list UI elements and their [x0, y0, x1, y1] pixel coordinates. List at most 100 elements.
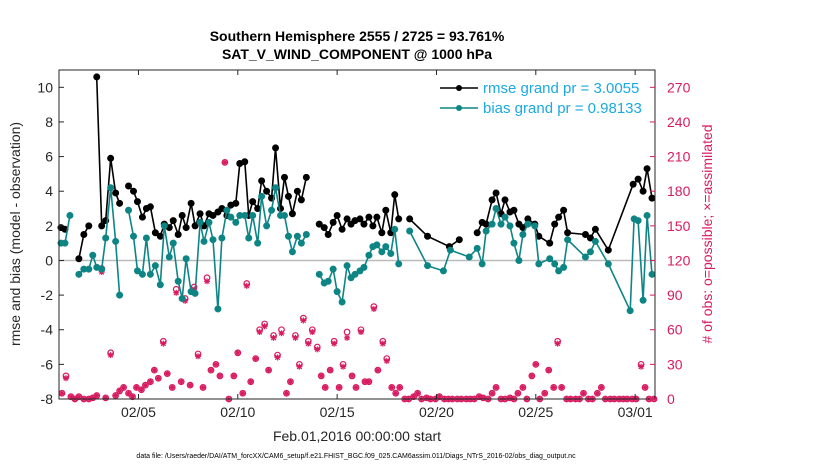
rmse-point [343, 215, 351, 223]
obs-assimilated-marker [309, 329, 316, 336]
rmse-point [382, 206, 390, 214]
y2-tick-label: 240 [667, 114, 691, 130]
data-file-footnote: data file: /Users/raeder/DAI/ATM_forcXX/… [136, 453, 576, 460]
rmse-point [555, 213, 563, 221]
rmse-point [125, 182, 133, 190]
rmse-point [356, 215, 364, 223]
obs-assimilated-marker [102, 394, 109, 401]
obs-assimilated-marker [278, 330, 285, 337]
rmse-point [249, 198, 257, 206]
bias-point [648, 270, 656, 278]
bias-point [138, 270, 146, 278]
bias-point [205, 218, 213, 226]
obs-assimilated-marker [489, 390, 496, 397]
bias-point [406, 227, 414, 235]
rmse-point [492, 189, 500, 197]
rmse-point [258, 177, 266, 185]
obs-assimilated-marker [265, 367, 272, 374]
bias-point [324, 277, 332, 285]
bias-point [245, 234, 253, 242]
y-tick-label: 4 [45, 183, 53, 199]
obs-assimilated-marker [322, 384, 329, 391]
obs-assimilated-marker [142, 382, 149, 389]
bias-point [191, 289, 199, 297]
y2-tick-label: 120 [667, 252, 691, 268]
bias-point [524, 220, 532, 228]
bias-point [365, 251, 373, 259]
obs-assimilated-marker [182, 297, 189, 304]
obs-assimilated-marker [247, 378, 254, 385]
x-tick-label: 03/01 [618, 404, 653, 420]
obs-assimilated-marker [545, 367, 552, 374]
y-tick-label: -8 [41, 391, 54, 407]
obs-assimilated-marker [252, 355, 259, 362]
obs-assimilated-marker [519, 384, 526, 391]
rmse-point [263, 187, 271, 195]
bias-point [66, 211, 74, 219]
obs-assimilated-marker [112, 392, 119, 399]
bias-point [560, 263, 568, 271]
obs-assimilated-marker [493, 384, 500, 391]
bias-point [501, 213, 509, 221]
bias-point [497, 220, 505, 228]
bias-point [551, 260, 559, 268]
obs-assimilated-marker [374, 367, 381, 374]
bias-point [373, 241, 381, 249]
bias-point [75, 270, 83, 278]
bias-point [506, 222, 514, 230]
rmse-point [360, 220, 368, 228]
rmse-point [130, 187, 137, 195]
bias-point [546, 255, 554, 263]
obs-assimilated-marker [598, 384, 605, 391]
obs-assimilated-marker [388, 384, 395, 391]
rmse-point [98, 222, 106, 230]
obs-assimilated-marker [414, 390, 421, 397]
obs-assimilated-marker [480, 394, 487, 401]
obs-assimilated-marker [62, 375, 69, 382]
rmse-point [151, 229, 159, 237]
bias-point [258, 192, 266, 200]
obs-assimilated-marker [178, 378, 185, 385]
bias-point [142, 234, 150, 242]
bias-point [492, 205, 500, 213]
y-tick-label: 0 [45, 252, 53, 268]
rmse-point [116, 199, 124, 207]
bias-point [302, 231, 310, 238]
rmse-point [378, 229, 386, 237]
y2-tick-label: 180 [667, 183, 691, 199]
obs-assimilated-marker [195, 353, 202, 360]
rmse-point [406, 215, 414, 223]
rmse-point [629, 180, 637, 188]
obs-assimilated-marker [125, 390, 132, 397]
rmse-point [560, 206, 568, 214]
bias-point [391, 225, 399, 233]
bias-point [107, 184, 115, 192]
bias-point [102, 234, 110, 242]
obs-assimilated-marker [554, 340, 561, 347]
rmse-point [232, 199, 240, 207]
rmse-point [315, 220, 323, 228]
obs-assimilated-marker [116, 387, 123, 394]
rmse-point [365, 213, 373, 221]
rmse-point [488, 196, 496, 204]
rmse-point [333, 211, 341, 219]
obs-assimilated-marker [580, 390, 587, 397]
bias-point [378, 248, 386, 256]
obs-assimilated-marker [336, 384, 343, 391]
y2-tick-label: 30 [667, 356, 683, 372]
obs-assimilated-marker [93, 392, 100, 399]
obs-assimilated-marker [396, 384, 403, 391]
bias-point [169, 239, 177, 247]
rmse-point [191, 222, 199, 230]
bias-point [89, 251, 97, 259]
bias-point [182, 255, 190, 263]
bias-point [519, 231, 527, 238]
rmse-point [510, 206, 518, 214]
y2-tick-label: 60 [667, 322, 683, 338]
obs-assimilated-marker [340, 363, 347, 370]
obs-assimilated-marker [423, 394, 430, 401]
rmse-point [288, 210, 296, 218]
obs-assimilated-marker [558, 384, 565, 391]
rmse-point [280, 173, 288, 181]
obs-assimilated-marker [283, 390, 290, 397]
